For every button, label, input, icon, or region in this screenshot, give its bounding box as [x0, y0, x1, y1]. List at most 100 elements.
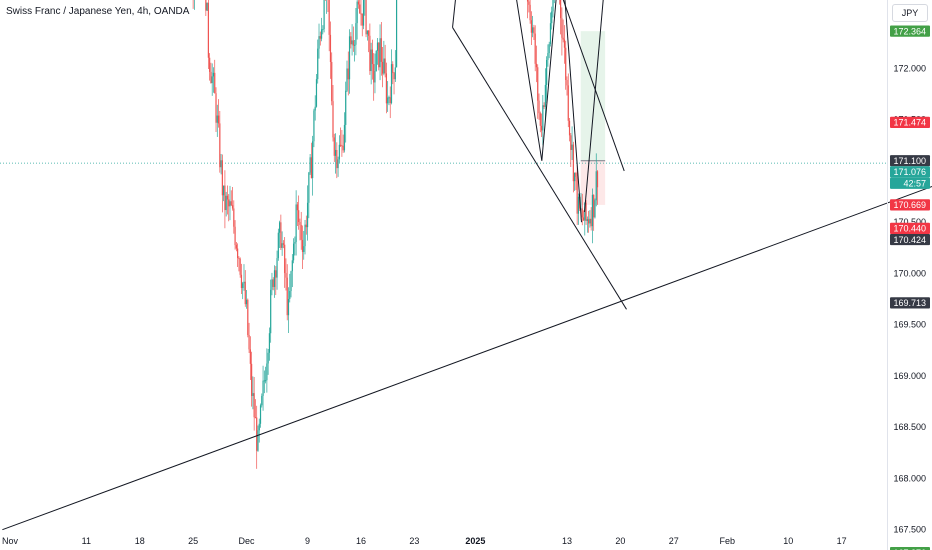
candle: [582, 217, 585, 221]
candle: [533, 27, 535, 34]
candle: [240, 274, 243, 288]
candle: [538, 100, 540, 114]
candle: [254, 417, 257, 419]
candle: [231, 205, 234, 209]
candle: [571, 144, 573, 150]
candle: [229, 201, 231, 207]
candle: [560, 0, 562, 19]
candle: [285, 273, 287, 278]
candle: [290, 271, 292, 292]
candle: [272, 279, 274, 287]
candle: [586, 219, 588, 221]
candle: [270, 289, 272, 334]
candle: [318, 36, 320, 49]
candle: [539, 113, 541, 126]
candle: [247, 299, 249, 335]
candle: [207, 2, 209, 58]
candle: [347, 68, 349, 80]
candle: [395, 0, 398, 68]
candle: [542, 105, 544, 131]
candle: [530, 20, 532, 33]
price-label-text: 171.100: [893, 156, 926, 166]
candle: [591, 194, 594, 227]
candle: [379, 38, 381, 68]
trendline-wave-path: [516, 0, 543, 161]
candle: [317, 48, 319, 80]
price-label: [890, 25, 930, 37]
candle: [535, 63, 538, 68]
candle: [378, 42, 380, 68]
candle: [394, 67, 396, 80]
candle: [226, 195, 229, 200]
trendline-channel-upper: [562, 0, 625, 172]
candle: [365, 0, 367, 35]
candle: [323, 0, 325, 30]
candle: [300, 224, 302, 240]
candle: [219, 123, 221, 168]
x-tick-label: Dec: [239, 536, 256, 546]
candle: [385, 73, 388, 104]
x-tick-label: 2025: [465, 536, 485, 546]
price-label: [890, 297, 930, 309]
candle: [352, 40, 354, 46]
candle: [275, 270, 277, 278]
candle: [340, 144, 342, 146]
candle: [346, 68, 348, 91]
candle: [348, 36, 351, 80]
candle: [278, 222, 281, 233]
price-label: [890, 116, 930, 128]
candle: [388, 97, 390, 99]
candle: [225, 195, 227, 211]
candle: [266, 363, 268, 381]
candle: [568, 120, 571, 136]
candle: [216, 115, 218, 123]
candle: [574, 172, 576, 182]
candle: [314, 106, 316, 111]
candle: [245, 299, 248, 305]
candle: [370, 49, 372, 72]
currency-button[interactable]: JPY: [892, 4, 928, 22]
candle: [369, 35, 371, 72]
trendline-channel-lower: [452, 27, 627, 310]
candle: [223, 185, 225, 196]
candle: [294, 241, 296, 244]
y-tick-label: 172.000: [893, 63, 926, 73]
candle: [312, 141, 314, 179]
candle: [342, 145, 344, 151]
y-tick-label: 168.500: [893, 422, 926, 432]
candle: [380, 38, 382, 62]
y-tick-label: 170.000: [893, 268, 926, 278]
candle: [596, 171, 599, 188]
x-tick-label: 9: [305, 536, 310, 546]
trendline-projection-arrow: [584, 0, 604, 212]
candle: [543, 105, 545, 108]
candle: [371, 49, 374, 65]
candle: [588, 219, 590, 224]
candle: [366, 30, 368, 35]
candle: [341, 145, 343, 147]
candle: [282, 243, 285, 245]
candle: [359, 4, 361, 14]
candle: [273, 270, 276, 287]
candle: [238, 258, 240, 260]
candle: [237, 248, 239, 259]
candle: [235, 245, 237, 249]
candle: [286, 277, 288, 316]
candle: [331, 62, 333, 102]
candle: [546, 60, 548, 85]
candle: [581, 208, 583, 218]
candle: [224, 185, 226, 211]
trendline-wave-path: [452, 0, 456, 28]
candle: [301, 239, 304, 252]
candle: [210, 71, 212, 84]
candle: [310, 157, 312, 179]
candle: [572, 144, 574, 182]
candle: [551, 11, 553, 24]
candle: [356, 1, 358, 24]
candle: [263, 380, 265, 382]
candle: [276, 258, 278, 278]
candle: [259, 405, 262, 424]
candle: [590, 218, 592, 227]
candle: [360, 13, 362, 15]
